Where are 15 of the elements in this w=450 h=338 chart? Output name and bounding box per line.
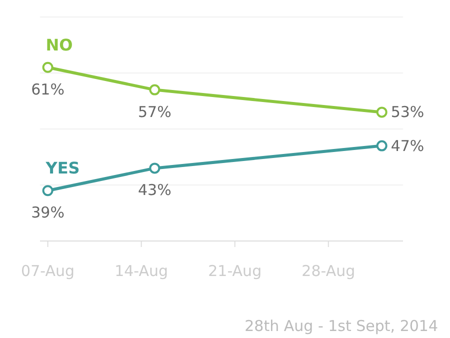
data-label: 39% <box>31 204 64 222</box>
data-label: 43% <box>138 181 172 200</box>
point <box>376 106 388 118</box>
series-label: YES <box>44 158 80 178</box>
data-label: 47% <box>390 136 424 155</box>
point <box>376 140 388 152</box>
data-label: 57% <box>138 102 172 121</box>
point <box>42 185 54 196</box>
point <box>149 84 160 96</box>
point <box>42 62 54 73</box>
point <box>149 162 160 174</box>
data-label: 61% <box>31 80 64 98</box>
series-label: NO <box>46 35 73 54</box>
text: 28th Aug - 1st Sept, 2014 <box>244 317 438 335</box>
data-label: 53% <box>390 103 424 122</box>
